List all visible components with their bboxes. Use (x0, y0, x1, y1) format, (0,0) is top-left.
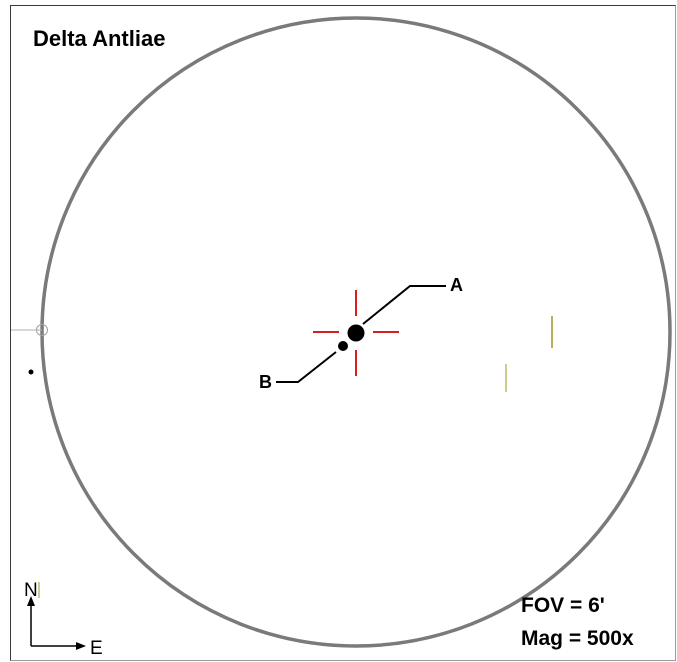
chart-title: Delta Antliae (33, 26, 165, 51)
star-b-label: B (259, 372, 272, 392)
leader-line-b (276, 351, 337, 383)
compass: N E (24, 580, 103, 659)
compass-north-label: N (24, 580, 38, 601)
compass-east-label: E (90, 638, 103, 659)
edge-marker-circle (36, 324, 48, 336)
field-star-left (28, 369, 34, 375)
star-b (338, 341, 348, 351)
chart-frame (10, 5, 676, 661)
field-of-view-circle (40, 16, 672, 648)
fov-text: FOV = 6' (521, 594, 605, 617)
crosshair (313, 290, 399, 376)
north-arrowhead-icon (27, 596, 35, 606)
star-a-label: A (450, 275, 463, 295)
leader-line-a (362, 285, 446, 325)
magnification-text: Mag = 500x (521, 627, 634, 650)
star-a (347, 324, 365, 342)
east-arrowhead-icon (76, 642, 86, 650)
